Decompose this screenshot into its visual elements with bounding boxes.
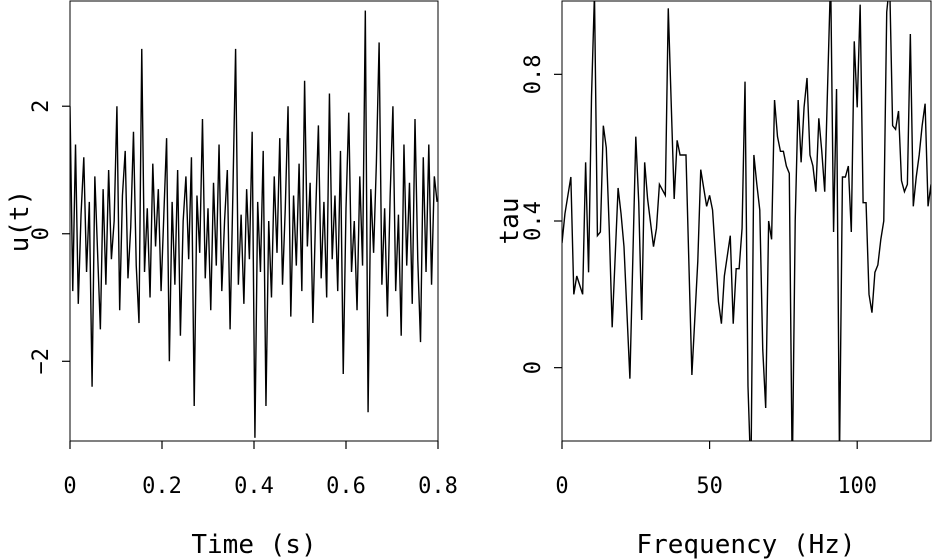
left-y-tick-label: −2 <box>29 348 54 375</box>
right-y-tick-label: 0.4 <box>521 201 546 241</box>
left-y-tick-label: 0 <box>29 227 54 240</box>
right-x-tick-label: 100 <box>837 474 877 499</box>
left-y-tick-label: 2 <box>29 100 54 113</box>
right-series-line-0 <box>562 1 931 441</box>
left-x-axis-label: Time (s) <box>191 530 316 559</box>
right-x-axis-label: Frequency (Hz) <box>636 530 855 559</box>
left-x-tick-label: 0.2 <box>142 474 182 499</box>
right-x-tick-label: 50 <box>696 474 723 499</box>
time-series-panel: 0 0.2 0.4 0.6 0.8 −2 0 2 Time (s) u(t) <box>5 0 458 559</box>
left-x-tick-label: 0.6 <box>326 474 366 499</box>
right-y-tick-label: 0.8 <box>521 54 546 94</box>
right-x-tick-label: 0 <box>555 474 568 499</box>
right-y-axis-label: tau <box>495 198 525 245</box>
right-y-tick-label: 0 <box>521 361 546 374</box>
frequency-panel: 0 50 100 0 0.4 0.8 Frequency (Hz) tau <box>495 0 932 559</box>
left-x-tick-label: 0.8 <box>418 474 458 499</box>
left-y-axis-label: u(t) <box>5 190 35 253</box>
left-series-line-0 <box>70 10 438 438</box>
left-x-tick-label: 0.4 <box>234 474 274 499</box>
left-x-tick-label: 0 <box>63 474 76 499</box>
